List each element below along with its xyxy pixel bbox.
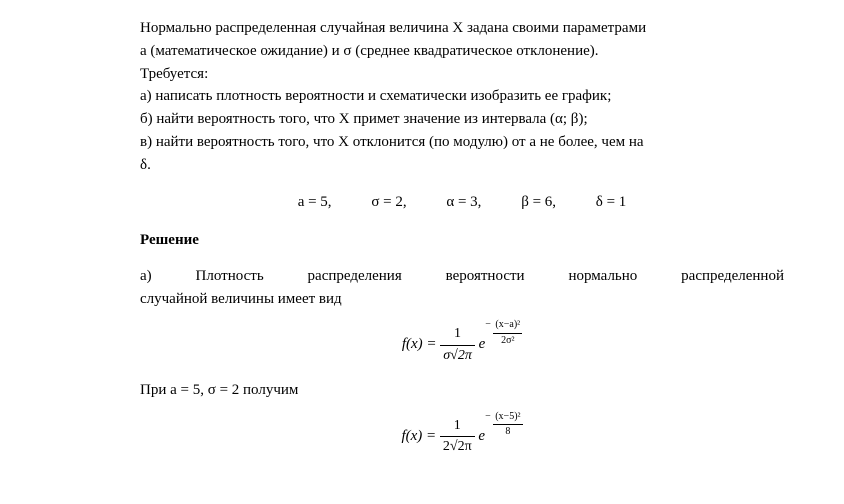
- item-c-line-1: в) найти вероятность того, что X отклони…: [140, 132, 784, 154]
- item-c-line-2: δ.: [140, 155, 784, 177]
- formula1-exp-frac: (x−a)² 2σ²: [493, 318, 522, 348]
- formula1-num: 1: [440, 324, 475, 345]
- formula2-e: e: [478, 428, 485, 444]
- param-beta: β = 6,: [521, 194, 556, 210]
- param-delta: δ = 1: [596, 194, 627, 210]
- item-a: а) написать плотность вероятности и схем…: [140, 86, 784, 108]
- formula2-exp-minus: −: [485, 411, 493, 422]
- pri-text: При a = 5, σ = 2 получим: [140, 380, 784, 402]
- intro-line-2: a (математическое ожидание) и σ (среднее…: [140, 41, 784, 63]
- formula2-lhs: f(x) =: [401, 428, 439, 444]
- solution-heading: Решение: [140, 230, 784, 252]
- solution-a-line-1: а) Плотность распределения вероятности н…: [140, 266, 784, 288]
- formula2-den: 2√2π: [440, 437, 475, 457]
- formula1-exp-num: (x−a)²: [493, 318, 522, 334]
- treb-label: Требуется:: [140, 64, 784, 86]
- param-sigma: σ = 2,: [371, 194, 406, 210]
- formula2-exp-num: (x−5)²: [493, 410, 522, 426]
- formula-general: f(x) = 1 σ√2π e− (x−a)² 2σ²: [140, 324, 784, 366]
- formula2-exp-frac: (x−5)² 8: [493, 410, 522, 440]
- formula1-exp-den: 2σ²: [493, 334, 522, 349]
- parameters-line: a = 5, σ = 2, α = 3, β = 6, δ = 1: [140, 192, 784, 214]
- formula2-num: 1: [440, 416, 475, 437]
- param-a: a = 5,: [298, 194, 332, 210]
- param-alpha: α = 3,: [446, 194, 481, 210]
- formula-specific: f(x) = 1 2√2π e− (x−5)² 8: [140, 416, 784, 458]
- solution-a-line-2: случайной величины имеет вид: [140, 289, 784, 311]
- formula1-frac: 1 σ√2π: [440, 324, 475, 366]
- intro-line-1: Нормально распределенная случайная велич…: [140, 18, 784, 40]
- formula1-den: σ√2π: [440, 346, 475, 366]
- formula1-exp-minus: −: [485, 319, 493, 330]
- formula2-exp-den: 8: [493, 425, 522, 440]
- item-b: б) найти вероятность того, что X примет …: [140, 109, 784, 131]
- formula1-e: e: [479, 336, 486, 352]
- formula1-lhs: f(x) =: [402, 336, 440, 352]
- formula2-frac: 1 2√2π: [440, 416, 475, 458]
